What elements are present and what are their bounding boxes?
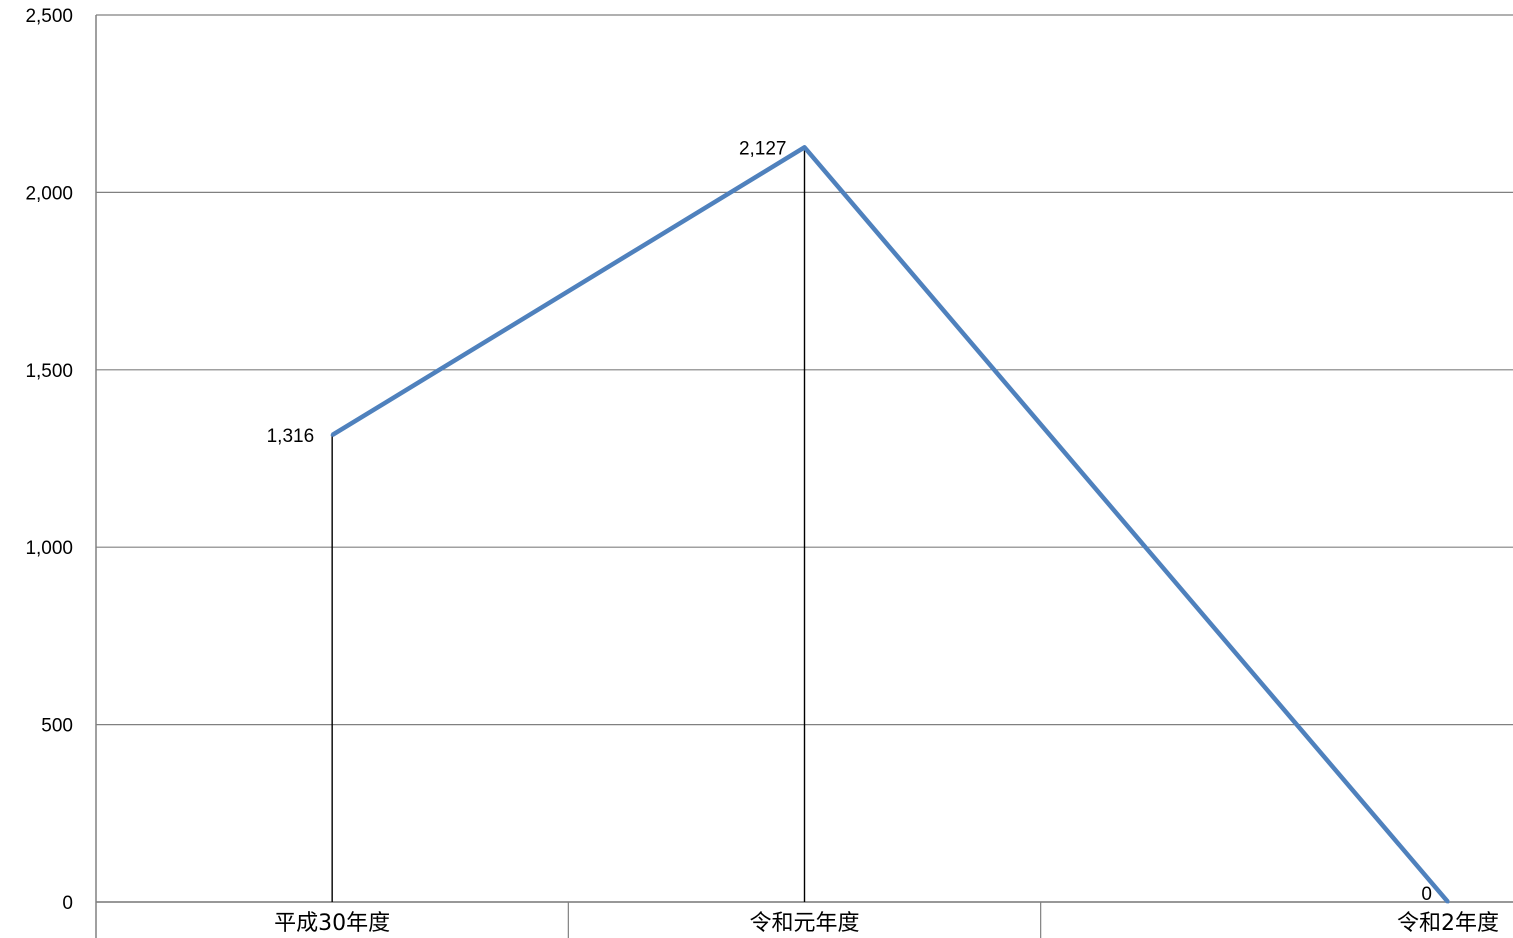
- series-line: [330, 145, 1450, 904]
- data-point: [803, 145, 806, 149]
- data-label: 1,316: [267, 426, 315, 447]
- data-point: [1446, 900, 1450, 904]
- data-label: 0: [1421, 884, 1432, 905]
- y-tick-label: 500: [41, 716, 73, 737]
- x-category-label: 令和2年度: [1397, 911, 1499, 936]
- y-axis-tick-labels: 0 500 1,000 1,500 2,000 2,500: [25, 6, 73, 914]
- x-axis-category-labels: 平成30年度 令和元年度 令和2年度: [274, 911, 1499, 936]
- data-labels: 1,316 2,127 0: [267, 138, 1432, 905]
- x-category-label: 平成30年度: [274, 911, 390, 936]
- drop-lines: [331, 147, 806, 902]
- data-point: [330, 433, 334, 437]
- series-line-group: [330, 145, 1450, 904]
- x-category-label: 令和元年度: [749, 911, 859, 936]
- y-tick-label: 2,500: [25, 6, 73, 27]
- y-tick-label: 0: [62, 893, 73, 914]
- y-tick-label: 2,000: [25, 183, 73, 204]
- data-label: 2,127: [739, 138, 787, 159]
- y-tick-label: 1,000: [25, 538, 73, 559]
- y-tick-label: 1,500: [25, 361, 73, 382]
